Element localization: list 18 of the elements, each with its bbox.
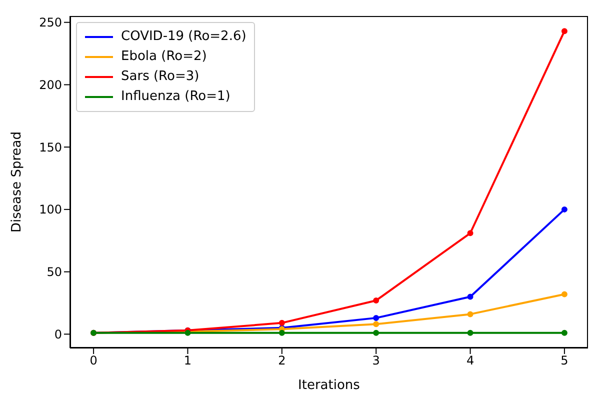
y-tick-label: 200 — [39, 78, 62, 92]
y-tick-label: 150 — [39, 140, 62, 154]
legend-label: Sars (Ro=3) — [121, 68, 200, 86]
y-tick-label: 250 — [39, 16, 62, 30]
x-tick-label: 4 — [466, 354, 474, 368]
x-tick-label: 0 — [90, 354, 98, 368]
legend-label: COVID-19 (Ro=2.6) — [121, 28, 246, 46]
x-axis-title: Iterations — [298, 378, 360, 393]
x-tick-label: 1 — [184, 354, 192, 368]
x-tick-label: 2 — [278, 354, 286, 368]
legend-label: Influenza (Ro=1) — [121, 88, 230, 106]
x-tick-label: 5 — [560, 354, 568, 368]
y-axis-title: Disease Spread — [10, 131, 25, 233]
y-tick-label: 100 — [39, 202, 62, 217]
y-tick-label: 50 — [46, 265, 62, 280]
legend-label: Ebola (Ro=2) — [121, 48, 207, 66]
x-tick-label: 3 — [372, 354, 380, 368]
y-tick-label: 0 — [54, 327, 62, 342]
